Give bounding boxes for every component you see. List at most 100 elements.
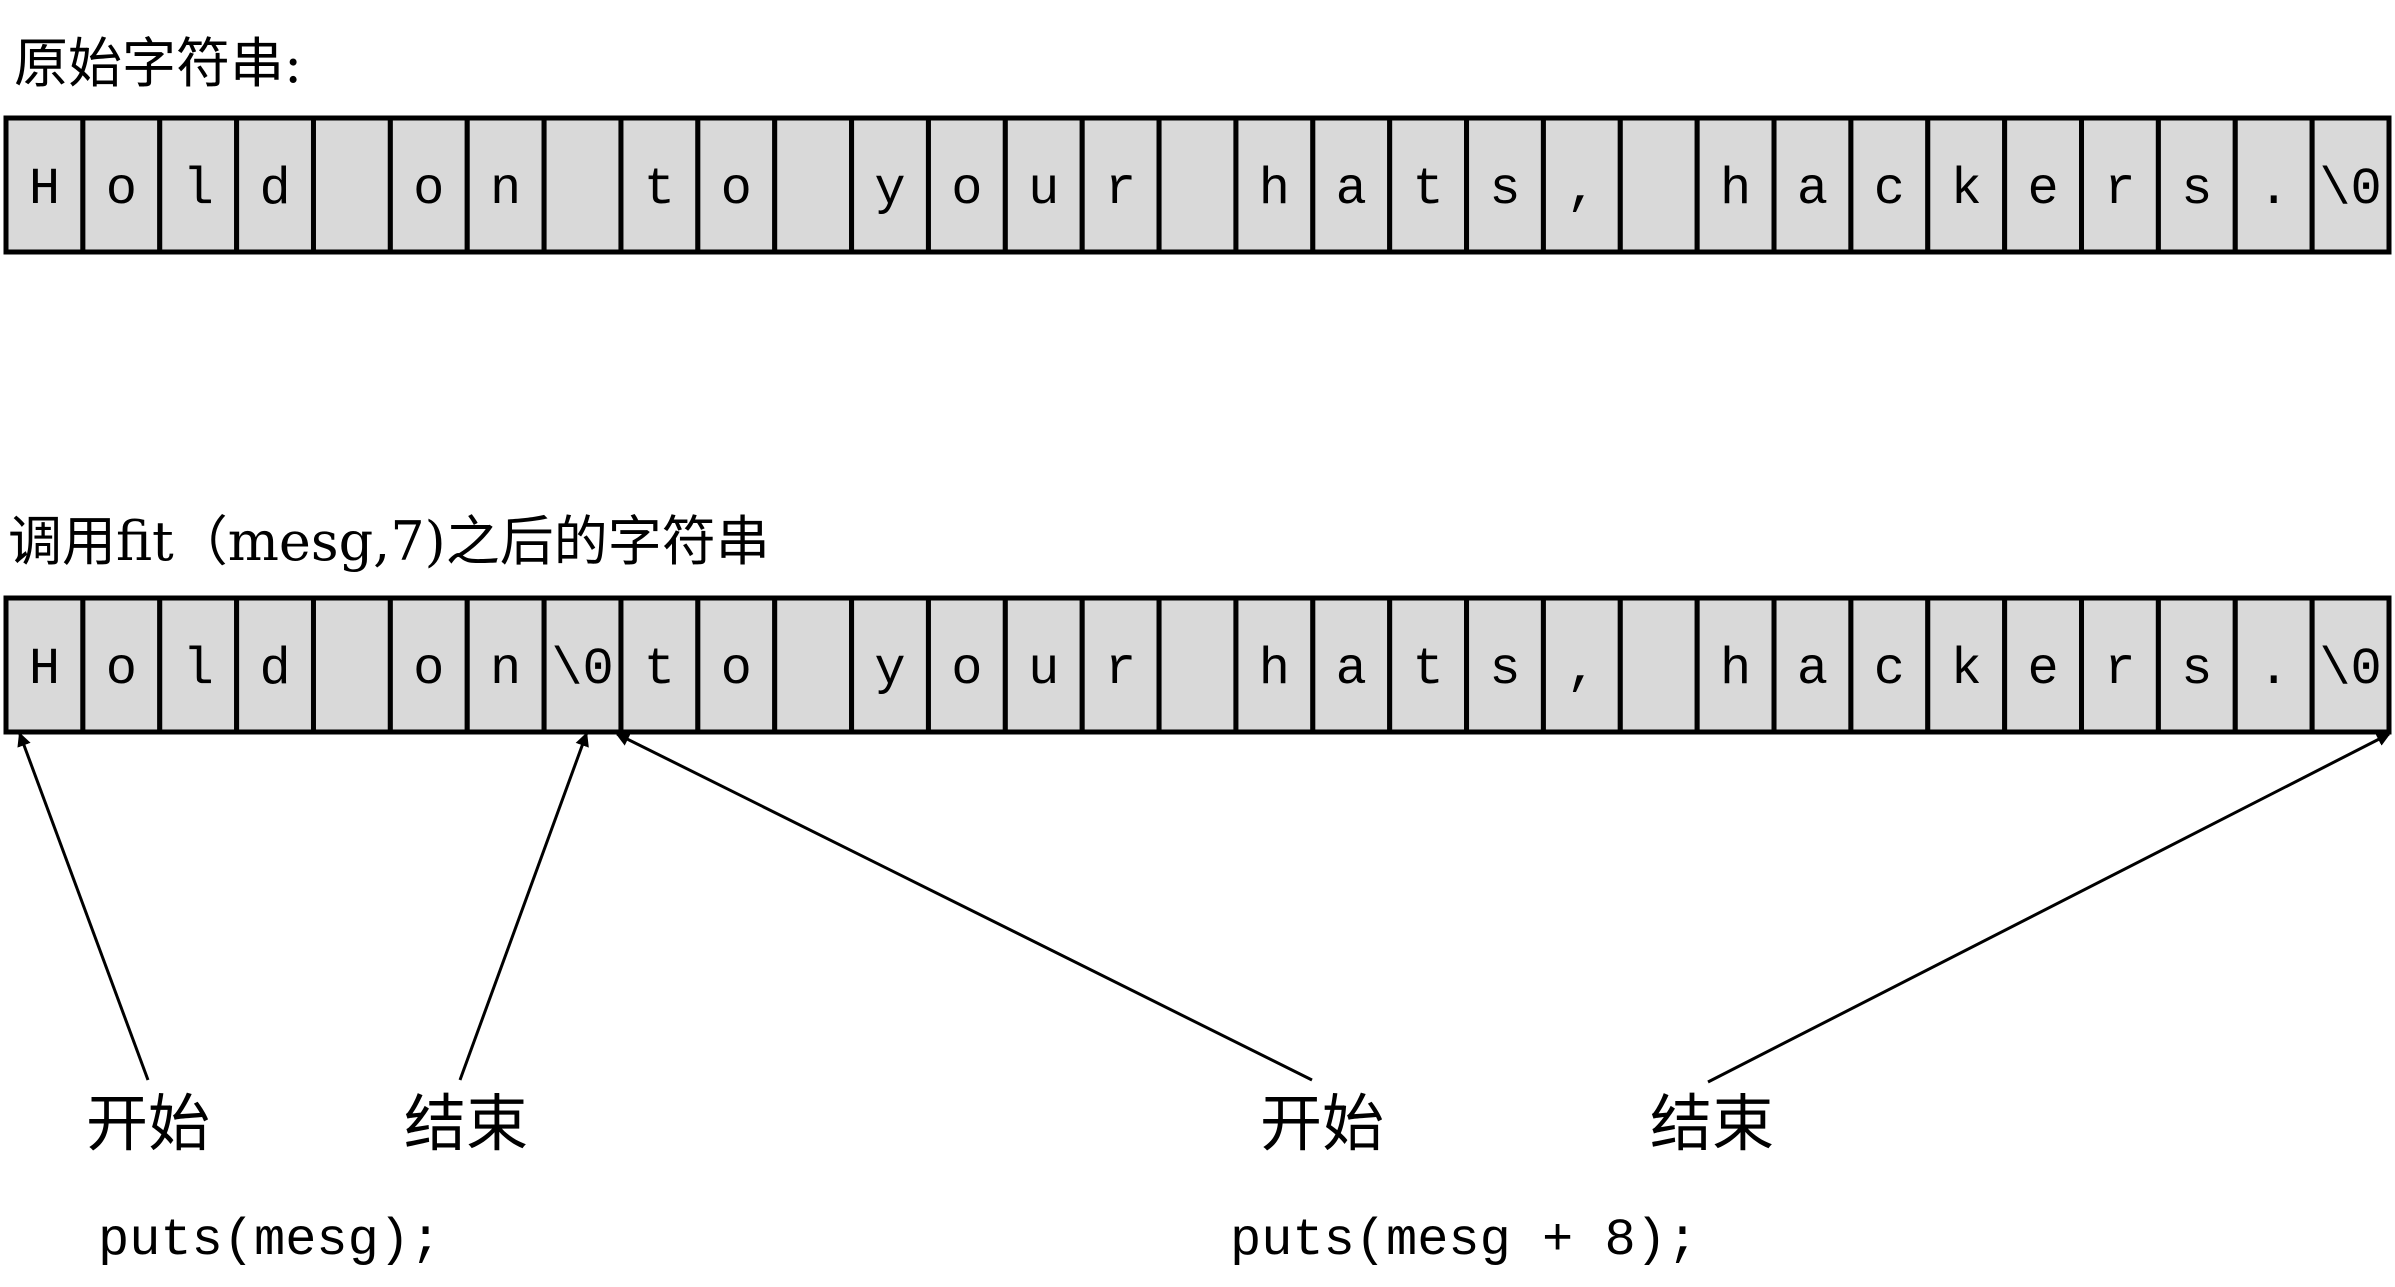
modified-string-cell (695, 595, 778, 735)
modified-string-cell-char: a (1336, 640, 1367, 699)
modified-string-cell (2155, 595, 2238, 735)
modified-string-cell (1310, 595, 1393, 735)
pointer-arrows (17, 732, 2391, 1084)
original-string-cell-char: o (721, 160, 752, 219)
pointer-arrow (1707, 732, 2391, 1084)
modified-string-cell-char: , (1566, 640, 1597, 699)
modified-string-cell-char: \0 (551, 640, 613, 699)
modified-string-cell-char: s (1489, 640, 1520, 699)
modified-string-cell-char: t (644, 640, 675, 699)
original-string-cell-char: c (1874, 160, 1905, 219)
modified-string-cell-char: o (951, 640, 982, 699)
modified-string-cell (1156, 595, 1239, 735)
original-string-cell-char: a (1336, 160, 1367, 219)
original-string-cell (2079, 115, 2161, 255)
pointer-arrow (17, 732, 150, 1081)
original-string-cell (157, 115, 240, 255)
original-string-cell (1925, 115, 2008, 255)
original-string-cell (387, 115, 470, 255)
original-string-cell-char: h (1259, 160, 1290, 219)
modified-string-cell (387, 595, 470, 735)
modified-string-cell-char: o (721, 640, 752, 699)
original-string-cell-char: y (874, 160, 905, 219)
original-string-cell-char: s (1489, 160, 1520, 219)
modified-string-cell-char: c (1874, 640, 1905, 699)
original-string-cell (1617, 115, 1700, 255)
start-label: 开始 (1260, 1087, 1384, 1160)
modified-string-cell (1694, 595, 1777, 735)
pointer-labels: 开始 结束 开始 结束 (86, 1087, 1774, 1160)
original-string-heading: 原始字符串: (14, 32, 302, 95)
original-string-cell-char: l (183, 160, 214, 219)
original-string-cell-char: o (951, 160, 982, 219)
original-string-cell-char: k (1951, 160, 1982, 219)
original-string-cell-char: o (413, 160, 444, 219)
original-string-cell (925, 115, 1008, 255)
modified-string-cell (925, 595, 1008, 735)
modified-string-cell (1233, 595, 1316, 735)
original-string-cell (1771, 115, 1854, 255)
original-string-cell (1156, 115, 1239, 255)
original-string-cell-char: r (1105, 160, 1136, 219)
original-string-cell (541, 115, 624, 255)
modified-string-cell-char: r (1105, 640, 1136, 699)
pointer-arrow (615, 732, 1313, 1082)
modified-string-cell (310, 595, 393, 735)
modified-string-cell (1771, 595, 1854, 735)
modified-string-cell (1848, 595, 1931, 735)
original-string-cell (1233, 115, 1316, 255)
modified-string-cell-char: d (259, 640, 290, 699)
original-string-cell-char: H (29, 160, 60, 219)
code-puts-mesg-plus-8: puts(mesg + 8); (1230, 1211, 1698, 1270)
original-string-cell (80, 115, 163, 255)
original-string-cell-char: t (644, 160, 675, 219)
modified-string-cell-char: o (413, 640, 444, 699)
original-string-cell (695, 115, 778, 255)
original-string-cell (618, 115, 701, 255)
modified-string-cell-char: H (29, 640, 60, 699)
modified-string-cell (1387, 595, 1470, 735)
original-string-cell (2309, 115, 2392, 255)
end-label: 结束 (1650, 1087, 1774, 1160)
original-string-cell (2232, 115, 2315, 255)
original-string-cell-char: u (1028, 160, 1059, 219)
modified-string-cell (2309, 595, 2392, 735)
original-string-cell-char: h (1720, 160, 1751, 219)
start-label: 开始 (86, 1087, 210, 1160)
original-string-cell (849, 115, 931, 255)
code-puts-mesg: puts(mesg); (98, 1211, 441, 1270)
original-string-cell-char: \0 (2319, 160, 2381, 219)
end-label: 结束 (404, 1087, 528, 1160)
original-string-cell (1540, 115, 1623, 255)
original-string-cell (1848, 115, 1931, 255)
original-string-cell-char: r (2104, 160, 2135, 219)
modified-string-cell (618, 595, 701, 735)
modified-string-cell-char: n (490, 640, 521, 699)
original-string-cell-char: e (2027, 160, 2058, 219)
modified-string-cell (1617, 595, 1700, 735)
modified-string-heading: 调用fit（mesg,7)之后的字符串 (8, 510, 770, 573)
pointer-arrow (458, 732, 589, 1081)
modified-string-cell-char: . (2258, 640, 2289, 699)
modified-string-cell (1002, 595, 1085, 735)
original-string-cell (310, 115, 393, 255)
modified-string-cell-char: \0 (2319, 640, 2381, 699)
modified-string-cell-char: y (874, 640, 905, 699)
modified-string-cell-char: r (2104, 640, 2135, 699)
modified-string-cell-char: s (2181, 640, 2212, 699)
modified-string-cell (2002, 595, 2085, 735)
modified-string-cell (849, 595, 931, 735)
original-string-cell-char: . (2258, 160, 2289, 219)
original-string-cell-char: , (1566, 160, 1597, 219)
modified-string-cell-char: t (1413, 640, 1444, 699)
original-string-cell-char: t (1413, 160, 1444, 219)
original-string-cell (1079, 115, 1162, 255)
modified-string-cell (80, 595, 163, 735)
modified-string-cell-char: o (106, 640, 137, 699)
modified-string-cell-char: l (183, 640, 214, 699)
modified-string-cell-char: k (1951, 640, 1982, 699)
original-string-cell-char: n (490, 160, 521, 219)
